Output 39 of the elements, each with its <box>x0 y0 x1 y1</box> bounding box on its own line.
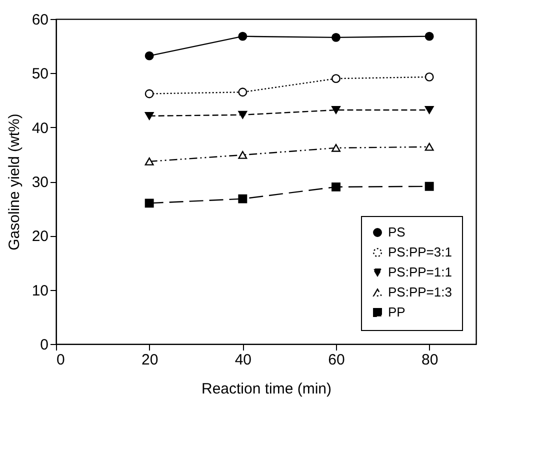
point <box>144 51 154 60</box>
point <box>424 72 434 82</box>
y-tick-label: 50 <box>32 66 48 83</box>
point <box>424 182 434 191</box>
x-tick-label: 0 <box>56 352 65 368</box>
legend-label: PS:PP=1:3 <box>388 284 452 300</box>
point <box>424 142 434 151</box>
y-tick-label: 20 <box>32 228 48 246</box>
y-tick-label: 10 <box>32 282 48 300</box>
y-axis-title: Gasoline yield (wt%) <box>6 114 23 250</box>
y-tick-label: 30 <box>32 174 48 191</box>
point <box>144 112 154 120</box>
point <box>144 158 154 166</box>
point <box>332 182 340 192</box>
point <box>144 89 154 98</box>
y-tick-label: 60 <box>32 12 48 28</box>
x-tick-label: 60 <box>328 352 345 368</box>
legend-label: PS <box>388 224 406 240</box>
x-axis-title: Reaction time (min) <box>201 380 332 398</box>
y-tick-label: 0 <box>40 336 48 354</box>
point <box>424 32 434 41</box>
point <box>238 151 248 159</box>
legend-label: PS:PP=1:1 <box>388 264 452 280</box>
point <box>144 198 154 208</box>
point <box>238 88 248 97</box>
y-tick-label: 40 <box>32 120 48 137</box>
point <box>332 106 340 114</box>
point <box>332 32 340 42</box>
point <box>424 106 434 114</box>
point <box>238 194 248 204</box>
legend-label: PP <box>388 304 406 320</box>
legend-label: PS:PP=3:1 <box>388 244 452 260</box>
x-tick-label: 40 <box>234 352 252 368</box>
point <box>238 32 248 41</box>
point <box>238 110 248 119</box>
point <box>332 144 340 152</box>
x-tick-label: 80 <box>421 352 438 368</box>
x-tick-label: 20 <box>141 352 158 368</box>
point <box>332 74 340 84</box>
